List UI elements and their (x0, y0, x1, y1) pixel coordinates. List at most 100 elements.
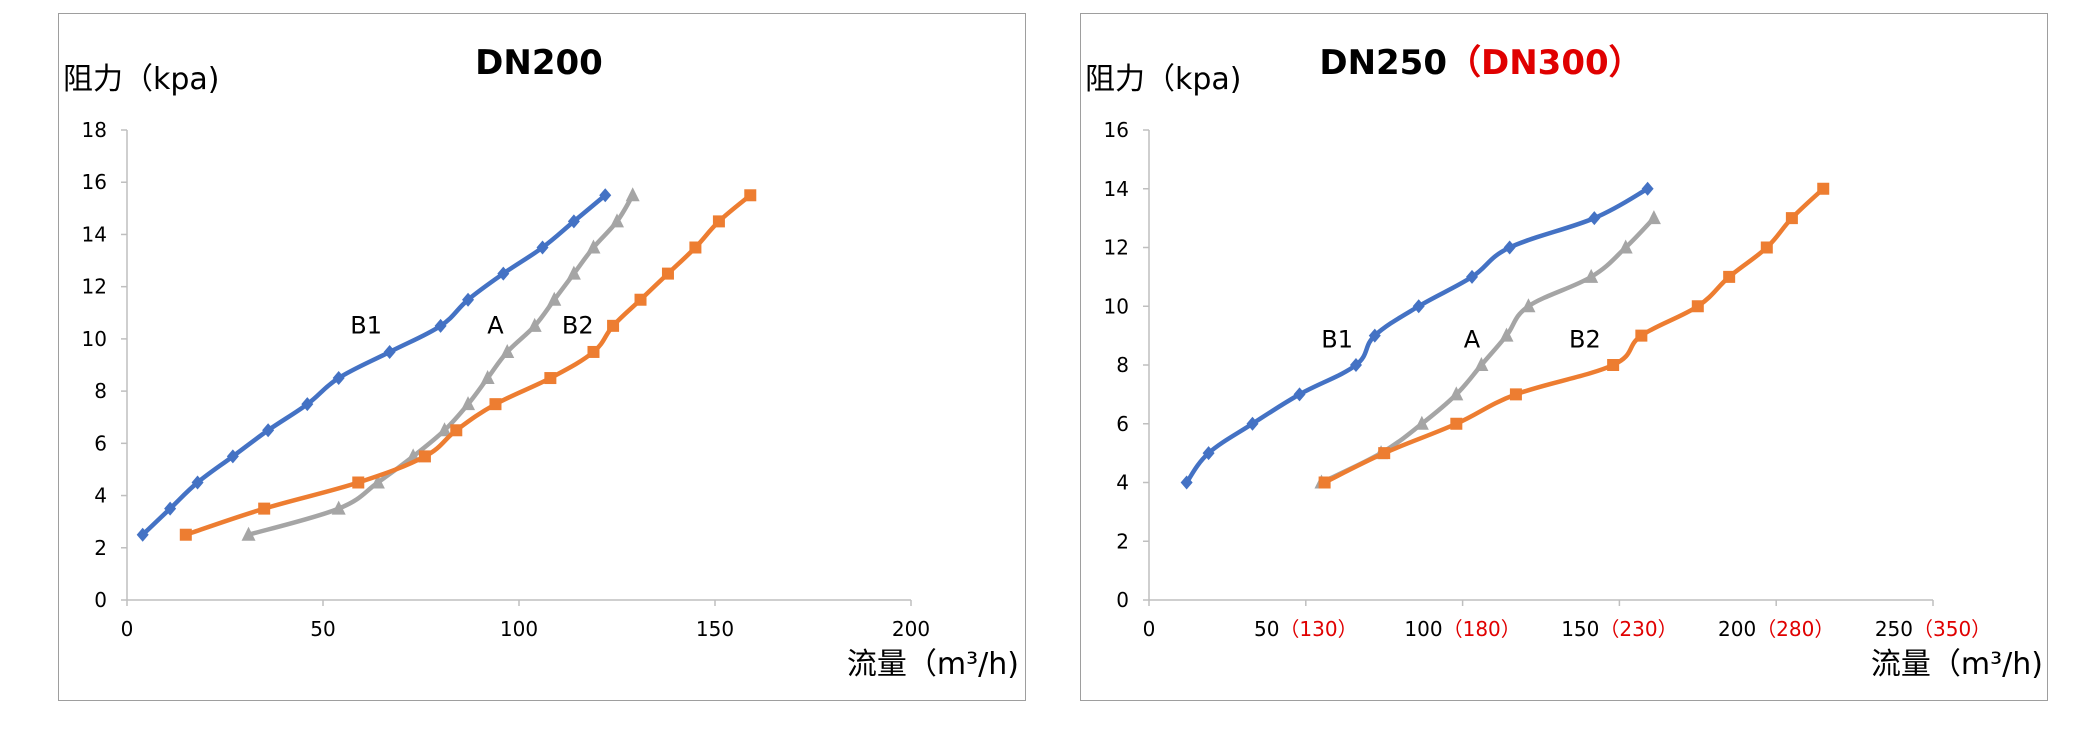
data-point (383, 344, 396, 359)
x-tick-value: 0 (1143, 617, 1156, 641)
x-tick-value: 100 (1404, 617, 1442, 641)
axes: 0 2 4 6 8 10 12 14 16 18 0 50 100 150 200 (82, 118, 931, 641)
data-point (489, 398, 502, 411)
x-axis-label: 流量（m³/h) (1871, 647, 2043, 682)
data-point (450, 424, 463, 437)
x-tick-alt-value: （350） (1913, 617, 1991, 641)
data-point (352, 476, 365, 489)
y-tick-label: 16 (1104, 118, 1129, 142)
data-point (1760, 241, 1773, 254)
data-point (1499, 327, 1514, 342)
data-point (434, 318, 447, 333)
chart-dn200: DN200 阻力（kpa) 流量（m³/h) 0 2 4 6 8 10 12 14 16 18 0 5… (63, 43, 1019, 682)
y-tick-label: 10 (1104, 294, 1129, 318)
title-main: DN250 (1319, 43, 1447, 83)
data-point (480, 370, 495, 385)
data-point (331, 500, 346, 515)
data-point (1449, 386, 1464, 401)
y-tick-label: 12 (82, 275, 107, 299)
series-label: A (1464, 325, 1481, 353)
data-point (462, 292, 475, 307)
x-tick-alt-value: （280） (1756, 617, 1834, 641)
data-point (607, 319, 620, 332)
series-label: B1 (350, 312, 382, 340)
series-label: B1 (1321, 325, 1353, 353)
x-tick-value: 200 (1718, 617, 1756, 641)
series-b1: B1 (136, 188, 612, 542)
data-point (1817, 182, 1830, 195)
y-tick-label: 14 (1104, 177, 1129, 201)
x-tick-label: 50 (310, 617, 335, 641)
y-tick-label: 18 (82, 118, 107, 142)
data-point (1607, 359, 1620, 371)
chart-panel-dn200: DN200 阻力（kpa) 流量（m³/h) 0 2 4 6 8 10 12 14 16 18 0 5… (58, 13, 1026, 701)
data-point (1785, 212, 1798, 225)
data-point (1635, 329, 1648, 342)
data-point (437, 422, 452, 437)
data-point (164, 501, 177, 516)
data-point (1450, 417, 1463, 430)
data-point (1202, 446, 1215, 461)
data-point (1293, 387, 1306, 402)
data-point (625, 187, 640, 202)
axes: 0 2 4 6 8 10 12 14 16 0 50（130） 100（180） 150（230） 200… (1104, 118, 1992, 641)
title-paren-open: （ (1447, 43, 1481, 83)
data-point (1509, 388, 1522, 401)
data-point (1474, 357, 1489, 371)
y-tick-label: 14 (82, 222, 107, 246)
x-tick-label: 200 (892, 617, 930, 641)
data-point (587, 345, 600, 358)
series-label: B2 (562, 312, 594, 340)
y-axis-label: 阻力（kpa) (63, 62, 220, 97)
data-point (1466, 269, 1479, 284)
data-point (1318, 476, 1331, 489)
chart-dn250: DN250（DN300） 阻力（kpa) 流量（m³/h) 0 2 4 6 8 10 12 1… (1085, 43, 2043, 682)
x-tick-label: 250（350） (1875, 617, 1991, 641)
y-tick-label: 8 (94, 379, 107, 403)
y-tick-label: 16 (82, 170, 107, 194)
data-point (136, 527, 149, 542)
data-point (599, 188, 612, 203)
data-point (1691, 300, 1704, 313)
data-point (586, 239, 601, 254)
series-line (183, 193, 753, 537)
x-tick-alt-value: （130） (1279, 617, 1357, 641)
data-point (241, 526, 256, 541)
data-point (1414, 415, 1429, 430)
chart-panel-dn250: DN250（DN300） 阻力（kpa) 流量（m³/h) 0 2 4 6 8 10 12 1… (1080, 13, 2048, 701)
x-tick-label: 200（280） (1718, 617, 1834, 641)
data-point (1412, 299, 1425, 314)
data-point (1588, 211, 1601, 226)
data-point (179, 528, 192, 541)
data-point (1646, 210, 1661, 225)
y-tick-label: 4 (1116, 471, 1129, 495)
x-tick-value: 250 (1875, 617, 1913, 641)
y-tick-label: 2 (1116, 529, 1129, 553)
x-tick-alt-value: （180） (1443, 617, 1521, 641)
y-tick-label: 12 (1104, 236, 1129, 260)
data-point (500, 343, 515, 358)
data-point (661, 267, 674, 280)
chart-title: DN200 (475, 43, 603, 83)
x-tick-alt-value: （230） (1599, 617, 1677, 641)
data-point (262, 423, 275, 438)
title-paren-close: ） (1609, 43, 1643, 83)
data-point (712, 215, 725, 228)
data-point (567, 214, 580, 229)
data-point (332, 371, 345, 386)
data-point (301, 397, 314, 412)
data-point (370, 474, 385, 489)
y-tick-label: 10 (82, 327, 107, 351)
data-point (1521, 298, 1536, 313)
data-point (461, 396, 476, 411)
data-point (547, 291, 562, 306)
data-point (1584, 268, 1599, 283)
data-point (1368, 328, 1381, 343)
x-tick-label: 100（180） (1404, 617, 1520, 641)
data-point (610, 213, 624, 228)
data-point (527, 317, 542, 332)
data-point (497, 266, 510, 281)
x-tick-label: 0 (121, 617, 134, 641)
data-point (1618, 239, 1633, 254)
x-tick-label: 150 (696, 617, 734, 641)
